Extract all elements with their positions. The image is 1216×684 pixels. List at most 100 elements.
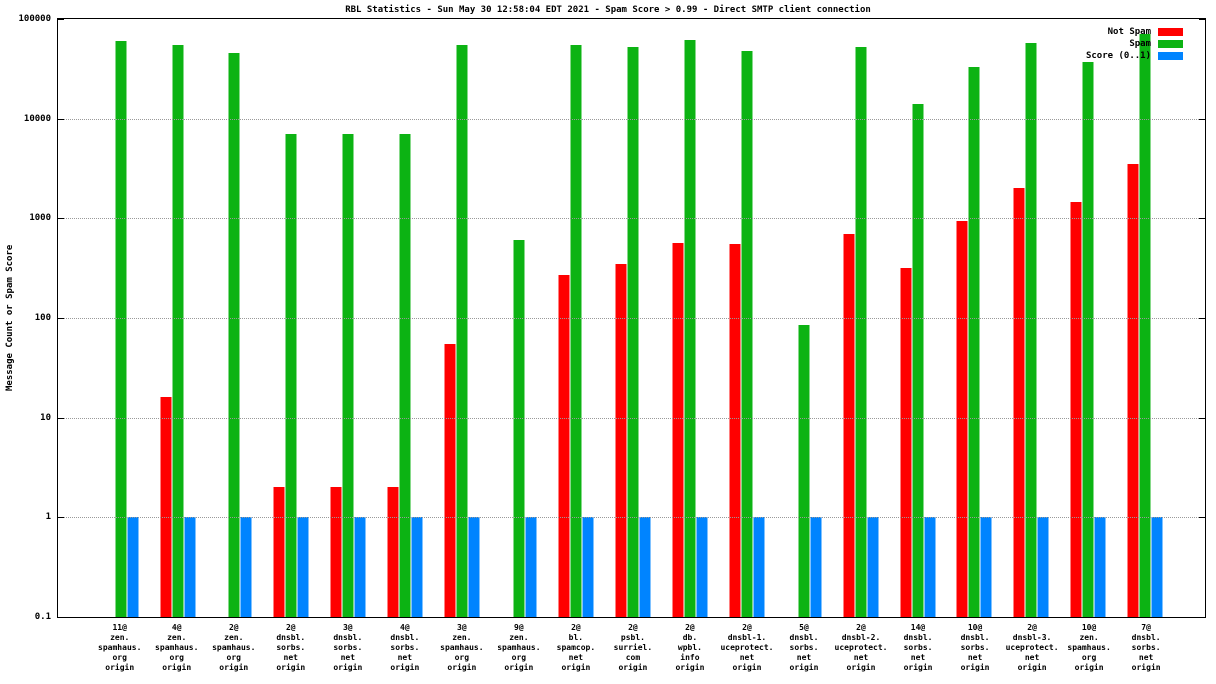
x-category-label-line: sorbs. [903, 643, 933, 652]
bar-spam [285, 134, 297, 617]
bar-spam [798, 325, 810, 617]
x-axis-labels: 11@ zen. spamhaus. org origin 4@ zen. spamhaus.… [57, 623, 1206, 681]
gridline [58, 118, 1205, 120]
y-axis-tick [1199, 617, 1205, 618]
bar-not-spam [729, 244, 741, 617]
x-category-label-line: 2@ [742, 623, 752, 632]
bar-group [1070, 19, 1106, 617]
x-category-label: 2@ bl. spamcop. net origin [557, 623, 596, 673]
bar-not-spam [387, 487, 399, 617]
x-category-label-line: zen. [509, 633, 529, 642]
x-category-label-line: 2@ [571, 623, 581, 632]
x-category-label: 7@ dnsbl. sorbs. net origin [1132, 623, 1161, 673]
bar-score-0-1- [354, 517, 366, 617]
x-category-label-line: org [1081, 653, 1097, 662]
gridline [58, 517, 1205, 519]
y-tick-label: 1000 [29, 213, 51, 224]
x-category-label-line: zen. [1079, 633, 1099, 642]
x-category-label: 10@ zen. spamhaus. org origin [1067, 623, 1110, 673]
x-category-label-line: 2@ [856, 623, 866, 632]
bar-spam [513, 240, 525, 617]
legend: Not Spam Spam Score (0..1) [1086, 27, 1183, 61]
bar-not-spam [444, 343, 456, 617]
x-category-label-line: net [853, 653, 869, 662]
y-tick-label: 10000 [23, 113, 51, 124]
x-category-label-line: origin [675, 663, 705, 672]
x-category-label: 9@ zen. spamhaus. org origin [497, 623, 540, 673]
x-category-label-line: zen. [452, 633, 472, 642]
bar-spam [1139, 34, 1151, 617]
x-category-label-line: net [910, 653, 926, 662]
legend-item: Score (0..1) [1086, 51, 1183, 61]
x-category-label-line: zen. [224, 633, 244, 642]
bar-not-spam [672, 243, 684, 617]
x-category-label-line: origin [447, 663, 477, 672]
bar-not-spam [1127, 164, 1139, 617]
y-axis-tick [1199, 318, 1205, 319]
x-category-label-line: origin [846, 663, 876, 672]
bar-group [387, 19, 423, 617]
x-category-label: 4@ zen. spamhaus. org origin [155, 623, 198, 673]
x-category-label-line: org [226, 653, 241, 662]
bar-group [160, 19, 196, 617]
x-category-label-line: dnsbl. [789, 633, 819, 642]
y-axis-tick [58, 118, 64, 120]
x-category-label-line: origin [219, 663, 249, 672]
x-category-label-line: 2@ [285, 623, 296, 632]
x-category-label-line: sorbs. [1131, 643, 1161, 652]
y-tick-label: 10 [40, 412, 51, 423]
bar-spam [1025, 43, 1037, 617]
bar-group [672, 19, 708, 617]
x-category-label-line: 2@ [685, 623, 695, 632]
y-axis-tick [1199, 517, 1205, 519]
x-category-label: 14@ dnsbl. sorbs. net origin [904, 623, 933, 673]
bar-spam [912, 104, 924, 617]
y-axis-tick [1199, 417, 1205, 419]
legend-label: Score (0..1) [1085, 51, 1151, 61]
bar-group [900, 19, 936, 617]
x-category-label-line: 3@ [457, 623, 467, 632]
gridline [58, 417, 1205, 419]
bar-not-spam [1013, 188, 1025, 617]
bar-group [1013, 19, 1049, 617]
bar-score-0-1- [867, 517, 879, 617]
x-category-label-line: origin [903, 663, 933, 672]
x-category-label: 2@ db. wpbl. info origin [675, 623, 704, 673]
bar-spam [741, 50, 753, 617]
x-category-label-line: 4@ [171, 623, 182, 632]
x-category-label-line: org [511, 653, 527, 662]
bar-score-0-1- [582, 517, 594, 617]
x-category-label-line: dnsbl. [333, 633, 363, 642]
x-category-label-line: sorbs. [960, 643, 990, 652]
legend-item: Spam [1086, 39, 1183, 49]
bar-score-0-1- [468, 517, 480, 617]
legend-swatch [1158, 28, 1183, 36]
y-axis-label: Message Count or Spam Score [5, 244, 15, 392]
plot-area: Not Spam Spam Score (0..1) 100000 10000 1000… [18, 14, 1206, 622]
x-category-label-line: dnsbl. [903, 633, 933, 642]
x-category-label-line: spamhaus. [155, 643, 199, 652]
legend-label: Not Spam [1107, 27, 1151, 37]
y-axis-tick [58, 19, 64, 20]
x-category-label-line: origin [333, 663, 363, 672]
x-category-label-line: net [796, 653, 812, 662]
x-category-label: 3@ zen. spamhaus. org origin [440, 623, 483, 673]
x-category-label-line: origin [1074, 663, 1104, 672]
y-axis-tick [1199, 218, 1205, 220]
bar-not-spam [956, 220, 968, 617]
x-category-label-line: origin [732, 663, 762, 672]
x-category-label-line: 9@ [514, 623, 524, 632]
x-category-label-line: dnsbl. [390, 633, 420, 642]
x-category-label-line: spamhaus. [1067, 643, 1111, 652]
x-category-label-line: 3@ [342, 623, 353, 632]
x-category-label-line: dnsbl-2. [841, 633, 881, 642]
y-tick-label: 100000 [18, 14, 51, 24]
x-category-label: 2@ dnsbl. sorbs. net origin [276, 623, 305, 673]
x-category-label-line: origin [390, 663, 420, 672]
x-category-label-line: dnsbl-1. [727, 633, 767, 642]
legend-swatch [1158, 52, 1183, 60]
legend-item: Not Spam [1086, 27, 1183, 37]
bar-not-spam [273, 487, 285, 617]
x-category-label-line: wpbl. [677, 643, 702, 652]
